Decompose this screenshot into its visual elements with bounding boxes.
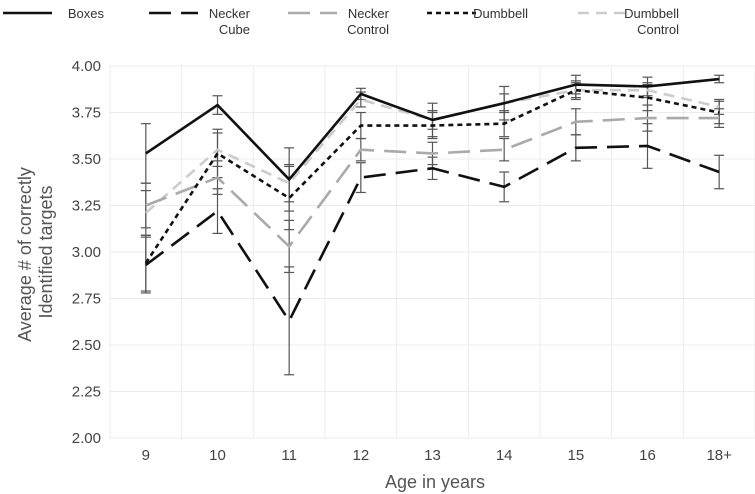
legend-item: Necker Control: [288, 6, 390, 37]
legend-item: Necker Cube: [149, 6, 251, 37]
error-bar: [499, 137, 510, 162]
error-bar: [284, 266, 295, 376]
y-tick-label: 2.00: [72, 430, 101, 447]
legend-label: Dumbbell: [473, 6, 528, 21]
y-axis-label-line-2: Identified targets: [36, 185, 56, 318]
error-bar: [212, 188, 223, 234]
x-tick-label: 16: [639, 447, 656, 464]
y-tick-label: 2.50: [72, 337, 101, 354]
x-tick-label: 13: [424, 447, 441, 464]
series-line-necker-control: [145, 116, 720, 248]
series-lines: [144, 77, 720, 323]
legend-label: Necker Cube: [209, 6, 251, 37]
legend-label: Necker Control: [347, 6, 390, 37]
legend: Boxes Necker Cube Necker Control Dumbbell Dumb…: [3, 6, 679, 37]
y-tick-label: 4.00: [72, 58, 101, 75]
series-line-dumbbell: [144, 88, 720, 264]
legend-item: Dumbbell: [427, 6, 528, 21]
x-axis-label: Age in years: [385, 472, 485, 492]
series-line-boxes: [145, 77, 720, 181]
x-tick-label: 14: [496, 447, 513, 464]
x-tick-label: 9: [142, 447, 150, 464]
series-line-necker-cube: [145, 144, 720, 323]
x-tick-label: 15: [567, 447, 584, 464]
legend-label: Boxes: [68, 6, 105, 21]
x-tick-label: 11: [281, 447, 297, 464]
y-axis-ticks: 2.00 2.25 2.50 2.75 3.00 3.25 3.50 3.75 4.00: [72, 58, 101, 447]
y-tick-label: 3.75: [72, 105, 101, 122]
y-tick-label: 3.00: [72, 244, 101, 261]
y-axis-label: Average # of correctly Identified target…: [15, 162, 56, 342]
x-tick-label: 12: [352, 447, 369, 464]
x-tick-label: 10: [209, 447, 226, 464]
error-bar: [355, 162, 366, 194]
y-axis-label-line-1: Average # of correctly: [15, 167, 35, 342]
y-tick-label: 2.25: [72, 384, 101, 401]
legend-item: Dumbbell Control: [578, 6, 679, 37]
x-tick-label: 18+: [706, 447, 732, 464]
error-bar: [284, 163, 295, 203]
y-tick-label: 2.75: [72, 291, 101, 308]
legend-label: Dumbbell Control: [624, 6, 679, 37]
x-axis-ticks: 9 10 11 12 13 14 15 16 18+: [142, 447, 732, 464]
legend-item: Boxes: [3, 6, 104, 21]
y-tick-label: 3.50: [72, 151, 101, 168]
y-tick-label: 3.25: [72, 198, 101, 215]
